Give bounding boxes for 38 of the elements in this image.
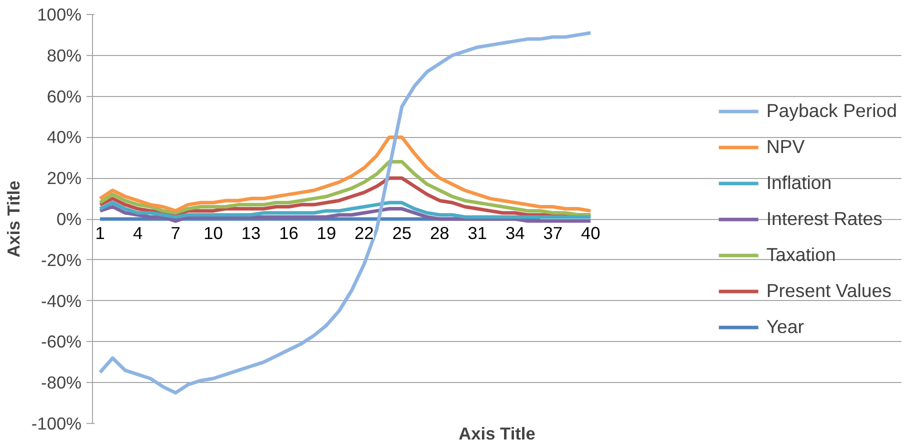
x-tick-label: 10: [204, 223, 223, 243]
legend-label: Present Values: [766, 280, 892, 302]
x-tick-label: 4: [132, 223, 143, 243]
x-tick-label: 31: [468, 223, 488, 243]
x-tick-label: 34: [505, 223, 526, 243]
x-tick-label: 1: [95, 223, 105, 243]
y-axis-title: Axis Title: [3, 180, 24, 258]
y-tick-label: 100%: [37, 4, 82, 24]
y-tick-label: -100%: [31, 414, 82, 434]
x-tick-label: 16: [279, 223, 298, 243]
x-tick-label: 37: [543, 223, 562, 243]
line-series: [98, 160, 592, 217]
legend-label: Year: [766, 316, 804, 338]
legend-label: Taxation: [766, 244, 836, 266]
y-tick-label: 80%: [46, 45, 82, 66]
y-tick-label: -40%: [41, 290, 82, 311]
x-axis-title: Axis Title: [458, 424, 536, 444]
y-tick-label: 0%: [56, 209, 82, 229]
x-tick-label: 25: [392, 223, 412, 243]
line-series: [98, 135, 592, 213]
y-tick-label: 20%: [46, 168, 82, 188]
line-series: [98, 204, 592, 223]
x-tick-label: 22: [354, 223, 374, 243]
legend-label: NPV: [766, 136, 805, 158]
line-series: [98, 200, 592, 219]
y-tick-label: -20%: [41, 250, 82, 270]
x-tick-label: 7: [170, 223, 180, 243]
y-tick-label: 40%: [46, 127, 82, 148]
legend-label: Payback Period: [766, 100, 897, 122]
y-tick-label: 60%: [46, 86, 82, 106]
x-tick-label: 40: [580, 223, 600, 243]
legend-label: Interest Rates: [766, 208, 882, 230]
x-tick-label: 19: [316, 223, 336, 243]
legend-label: Inflation: [766, 172, 832, 194]
y-tick-label: -80%: [41, 372, 82, 393]
x-tick-label: 13: [241, 223, 261, 243]
x-tick-label: 28: [430, 223, 450, 243]
y-tick-label: -60%: [41, 332, 82, 352]
